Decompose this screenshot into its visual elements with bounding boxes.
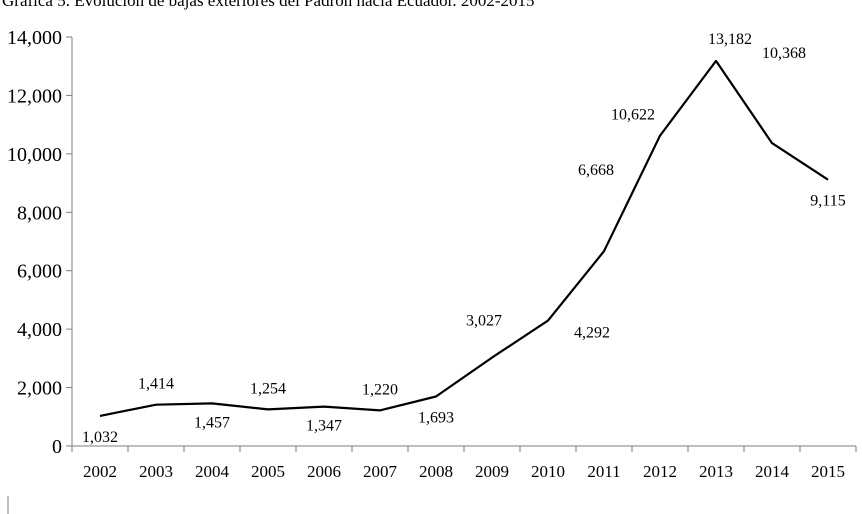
- x-axis-ticks: 2002 2003 2004 2005 2006 2007 2008 2009 2010 2011…: [71, 446, 857, 481]
- x-tick-label: 2007: [363, 462, 398, 481]
- data-label: 1,347: [306, 418, 342, 435]
- x-tick-label: 2005: [251, 462, 285, 481]
- x-tick-label: 2008: [419, 462, 453, 481]
- data-label: 9,115: [810, 193, 845, 210]
- y-tick-label: 4,000: [17, 319, 62, 341]
- y-tick-label: 0: [52, 436, 62, 458]
- y-tick-label: 2,000: [17, 378, 62, 400]
- data-label: 13,182: [708, 31, 752, 48]
- axes: [7, 37, 856, 514]
- x-tick-label: 2011: [587, 462, 620, 481]
- y-axis-ticks: 0 2,000 4,000 6,000 8,000 10,000 12,000 14,000: [7, 27, 72, 458]
- x-tick-label: 2002: [83, 462, 117, 481]
- data-label: 1,414: [138, 376, 174, 393]
- x-tick-label: 2010: [531, 462, 565, 481]
- data-label: 1,457: [194, 414, 230, 431]
- x-tick-label: 2006: [307, 462, 341, 481]
- data-label: 10,622: [611, 107, 655, 124]
- data-label: 1,032: [82, 429, 118, 446]
- x-tick-label: 2004: [195, 462, 230, 481]
- data-label: 6,668: [578, 162, 614, 179]
- x-tick-label: 2014: [755, 462, 790, 481]
- y-tick-label: 12,000: [7, 85, 62, 107]
- data-label: 1,220: [362, 381, 398, 398]
- data-labels: 1,032 1,414 1,457 1,254 1,347 1,220 1,693 3,027…: [82, 31, 846, 446]
- data-label: 10,368: [762, 45, 806, 62]
- x-tick-label: 2003: [139, 462, 173, 481]
- x-tick-label: 2012: [643, 462, 677, 481]
- x-tick-label: 2015: [811, 462, 845, 481]
- series-line: [99, 59, 829, 417]
- x-tick-label: 2009: [475, 462, 509, 481]
- y-tick-label: 10,000: [7, 144, 62, 166]
- data-label: 4,292: [574, 325, 610, 342]
- series: [99, 59, 829, 417]
- y-tick-label: 8,000: [17, 202, 62, 224]
- data-label: 3,027: [466, 313, 502, 330]
- data-label: 1,254: [250, 380, 286, 397]
- y-tick-label: 6,000: [17, 261, 62, 283]
- x-tick-label: 2013: [699, 462, 733, 481]
- chart-title: Gráfica 5. Evolución de bajas exteriores…: [2, 0, 535, 10]
- y-tick-label: 14,000: [7, 27, 62, 49]
- data-label: 1,693: [418, 410, 454, 427]
